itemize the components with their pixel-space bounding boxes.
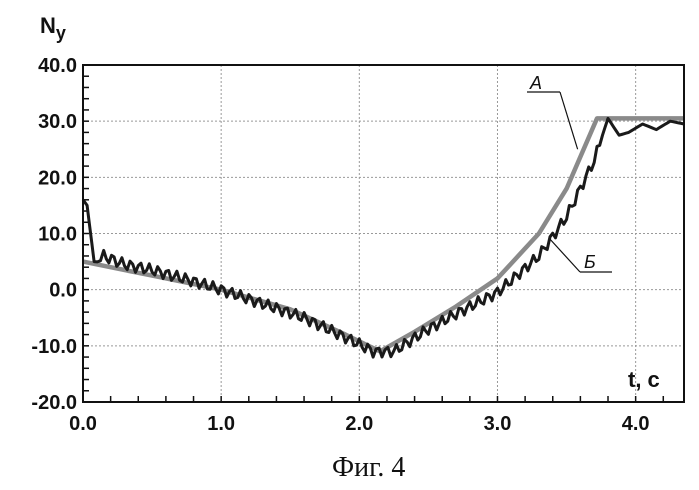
- x-tick-label: 3.0: [484, 413, 512, 435]
- y-tick-label: 0.0: [49, 280, 77, 302]
- x-axis-title: t, c: [628, 367, 660, 392]
- series-label-a: А: [529, 73, 542, 93]
- series-label-b: Б: [584, 252, 596, 272]
- y-axis-title-main: N: [40, 13, 56, 38]
- y-tick-label: 20.0: [38, 167, 77, 189]
- x-tick-label: 4.0: [622, 413, 650, 435]
- series-lines: [83, 118, 684, 357]
- label-a-leader: [560, 92, 578, 149]
- y-axis-title: Ny: [40, 13, 66, 43]
- x-tick-label: 0.0: [69, 413, 97, 435]
- x-tick-label: 1.0: [207, 413, 235, 435]
- y-axis-title-sub: y: [56, 23, 66, 43]
- x-tick-label: 2.0: [345, 413, 373, 435]
- figure-caption: Фиг. 4: [332, 452, 405, 483]
- series-line-b: [83, 118, 684, 357]
- axis-tick-labels: 0.0 1.0 2.0 3.0 4.0 40.0 30.0 20.0 10.0 0.0 -10.0 -…: [31, 55, 649, 435]
- y-tick-label: 10.0: [38, 224, 77, 246]
- y-tick-label: -20.0: [31, 392, 77, 414]
- y-tick-label: -10.0: [31, 336, 77, 358]
- y-tick-label: 30.0: [38, 111, 77, 133]
- y-tick-label: 40.0: [38, 55, 77, 77]
- label-b-leader: [550, 239, 580, 272]
- curve-labels: АБ: [527, 73, 612, 272]
- series-line-a: [83, 118, 684, 351]
